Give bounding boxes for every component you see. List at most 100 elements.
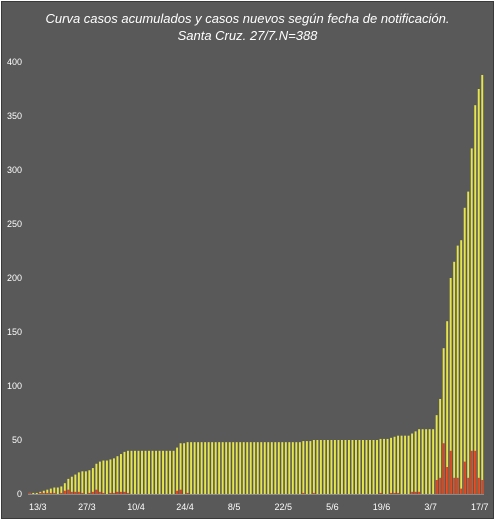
new-cases-bar <box>449 450 452 494</box>
new-cases-bar <box>42 492 45 494</box>
cumulative-bar <box>176 447 179 494</box>
new-cases-bar <box>460 488 463 494</box>
cumulative-bar <box>200 442 203 494</box>
new-cases-bar <box>302 492 305 494</box>
cumulative-bar <box>214 442 217 494</box>
cumulative-bar <box>151 450 154 494</box>
cumulative-bar <box>270 442 273 494</box>
cumulative-bar <box>74 474 77 494</box>
cumulative-bar <box>267 442 270 494</box>
new-cases-bar <box>53 492 56 494</box>
new-cases-bar <box>112 492 115 494</box>
new-cases-bar <box>474 450 477 494</box>
cumulative-bar <box>232 442 235 494</box>
chart-title-line1: Curva casos acumulados y casos nuevos se… <box>45 11 450 26</box>
new-cases-bar <box>49 492 52 494</box>
chart-title-line2: Santa Cruz. 27/7.N=388 <box>177 28 318 43</box>
new-cases-bar <box>95 489 98 494</box>
cumulative-bar <box>326 440 329 494</box>
cumulative-bar <box>411 433 414 494</box>
cumulative-bar <box>281 442 284 494</box>
cumulative-bar <box>351 440 354 494</box>
y-tick-label: 200 <box>7 273 22 283</box>
cumulative-bar <box>453 261 456 494</box>
new-cases-bar <box>127 492 129 494</box>
cumulative-bar <box>467 191 470 494</box>
y-axis: 0 50 100 150 200 250 300 350 400 <box>7 57 22 499</box>
cumulative-bar <box>56 487 59 494</box>
cumulative-bar <box>127 450 129 494</box>
cumulative-bar <box>91 468 94 494</box>
cumulative-bar <box>355 440 357 494</box>
cumulative-bar <box>35 492 38 494</box>
cumulative-bar <box>102 460 105 494</box>
cumulative-bar <box>407 435 410 494</box>
cumulative-bar <box>383 438 385 494</box>
new-cases-bars <box>28 443 484 494</box>
new-cases-bar <box>439 477 442 494</box>
cumulative-bar <box>470 148 473 494</box>
cumulative-bar <box>340 440 343 494</box>
cumulative-bar <box>253 442 256 494</box>
cumulative-bar <box>190 442 193 494</box>
new-cases-bar <box>123 491 126 494</box>
cumulative-bar <box>435 415 438 494</box>
cumulative-bar <box>358 440 361 494</box>
cumulative-bar <box>379 438 382 494</box>
cumulative-bar <box>333 440 336 494</box>
cumulative-bar <box>46 489 49 494</box>
cumulative-bar <box>228 442 231 494</box>
cumulative-bar <box>302 441 305 494</box>
cumulative-bar <box>105 460 108 494</box>
cumulative-bar <box>179 443 182 494</box>
cumulative-bar <box>376 440 378 494</box>
cumulative-bar <box>432 429 435 494</box>
cumulative-bar <box>242 442 245 494</box>
new-cases-bar <box>453 477 456 494</box>
cumulative-bar <box>39 491 42 494</box>
cumulative-bar <box>460 240 463 494</box>
cumulative-bar <box>148 450 150 494</box>
cumulative-bar <box>235 442 238 494</box>
new-cases-bar <box>102 492 105 494</box>
cumulative-bar <box>386 438 389 494</box>
cumulative-bar <box>221 442 224 494</box>
new-cases-bar <box>435 479 438 494</box>
new-cases-bar <box>393 492 396 494</box>
cumulative-bar <box>239 442 242 494</box>
cumulative-bar <box>319 440 322 494</box>
cumulative-bar <box>284 442 287 494</box>
x-tick-label: 17/7 <box>471 502 489 512</box>
cumulative-bar <box>449 278 452 494</box>
cumulative-bar <box>295 442 298 494</box>
x-tick-label: 19/6 <box>373 502 391 512</box>
cumulative-bar <box>305 441 308 494</box>
cumulative-bar <box>312 440 315 494</box>
new-cases-bar <box>98 491 101 494</box>
cumulative-bar <box>291 442 294 494</box>
x-tick-label: 13/3 <box>29 502 47 512</box>
cumulative-bar <box>421 429 424 494</box>
cumulative-bar <box>274 442 277 494</box>
cumulative-bar <box>172 450 175 494</box>
y-tick-label: 300 <box>7 165 22 175</box>
cumulative-bar <box>158 450 161 494</box>
cumulative-bar <box>88 470 91 494</box>
cumulative-bar <box>162 450 165 494</box>
y-tick-label: 0 <box>17 489 22 499</box>
cumulative-bar <box>98 461 101 494</box>
cumulative-bar <box>155 450 157 494</box>
new-cases-bar <box>179 489 182 494</box>
cumulative-bar <box>397 435 400 494</box>
new-cases-bar <box>390 492 393 494</box>
new-cases-bar <box>63 490 66 494</box>
new-cases-bar <box>442 443 445 494</box>
cumulative-bar <box>439 398 442 494</box>
new-cases-bar <box>414 491 417 494</box>
cumulative-bar <box>32 492 35 494</box>
y-tick-label: 150 <box>7 327 22 337</box>
cumulative-bar <box>256 442 259 494</box>
cumulative-bar <box>330 440 333 494</box>
cumulative-bar <box>288 442 291 494</box>
cumulative-bar <box>63 483 66 494</box>
